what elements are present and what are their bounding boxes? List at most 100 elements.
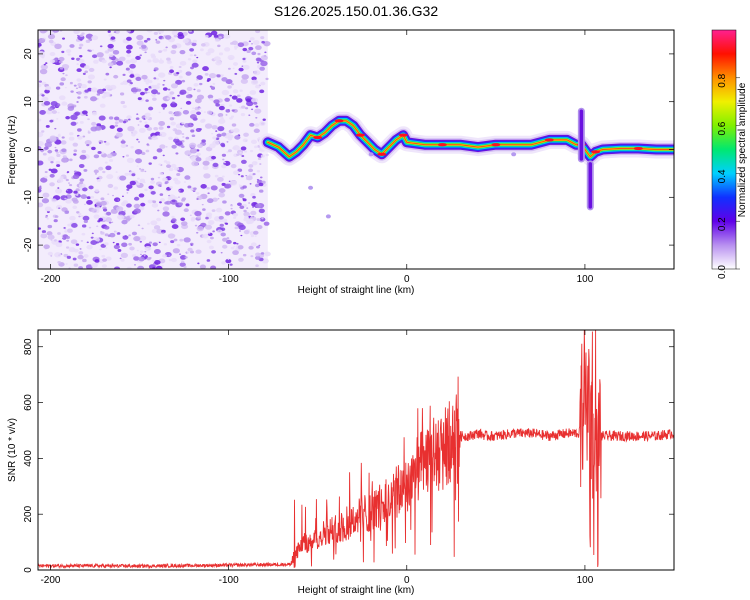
noise-speck <box>151 89 158 95</box>
noise-speck <box>180 255 187 260</box>
noise-speck <box>222 237 228 242</box>
noise-speck <box>104 84 112 90</box>
x-tick-label: 0 <box>404 274 410 285</box>
noise-speck <box>226 141 229 143</box>
noise-speck <box>101 59 107 64</box>
noise-speck <box>159 131 167 138</box>
noise-speck <box>258 208 265 214</box>
noise-speck <box>233 128 240 133</box>
noise-speck <box>105 256 112 261</box>
noise-speck <box>75 194 79 196</box>
noise-speck <box>245 107 249 110</box>
noise-speck <box>200 43 206 47</box>
noise-speck <box>236 242 239 245</box>
noise-speck <box>144 51 147 54</box>
noise-speck <box>253 101 258 105</box>
noise-speck <box>55 188 63 194</box>
noise-speck <box>133 92 137 95</box>
noise-speck <box>171 224 179 230</box>
noise-speck <box>47 149 53 154</box>
noise-speck <box>259 121 266 126</box>
noise-speck <box>217 44 221 48</box>
noise-speck <box>196 56 199 59</box>
noise-speck <box>153 77 157 80</box>
noise-speck <box>189 54 193 57</box>
spectrogram-y-axis: -20 -10 0 10 20 <box>23 48 674 252</box>
noise-speck <box>102 258 107 262</box>
noise-speck <box>109 232 116 238</box>
noise-speck <box>125 59 131 64</box>
noise-speck <box>75 87 79 90</box>
noise-speck <box>150 84 156 89</box>
noise-speck <box>113 151 116 153</box>
colorbar-tick-label: 0.8 <box>717 73 728 87</box>
noise-speck <box>193 187 197 190</box>
noise-speck <box>98 166 104 171</box>
noise-speck <box>248 46 254 51</box>
noise-speck <box>100 197 105 201</box>
noise-speck <box>242 59 247 63</box>
noise-speck <box>230 204 233 206</box>
y-tick-label: 800 <box>23 338 34 355</box>
noise-speck <box>252 172 256 176</box>
noise-speck <box>72 205 78 209</box>
noise-speck <box>205 212 213 217</box>
noise-speck <box>47 251 53 256</box>
noise-speck <box>138 193 145 198</box>
noise-speck <box>144 91 148 94</box>
noise-speck <box>135 158 142 164</box>
noise-speck <box>202 160 210 166</box>
noise-speck <box>57 111 60 114</box>
noise-speck <box>49 119 54 123</box>
noise-speck <box>65 263 68 265</box>
noise-speck <box>253 230 259 235</box>
noise-speck <box>219 223 224 227</box>
noise-speck <box>200 48 204 52</box>
noise-speck <box>233 241 237 245</box>
noise-speck <box>193 54 197 57</box>
noise-speck <box>185 136 190 140</box>
noise-speck <box>79 178 85 182</box>
noise-speck <box>167 196 173 201</box>
noise-speck <box>262 118 266 121</box>
noise-speck <box>212 162 219 168</box>
noise-speck <box>153 249 161 255</box>
noise-speck <box>131 133 136 137</box>
noise-speck <box>175 152 179 155</box>
noise-speck <box>215 130 218 132</box>
noise-speck <box>260 55 268 61</box>
noise-speck <box>120 100 126 105</box>
noise-speck <box>47 107 53 111</box>
noise-speck <box>140 202 146 207</box>
stray-dot <box>325 214 331 219</box>
noise-speck <box>192 107 195 110</box>
noise-speck <box>98 115 106 121</box>
noise-speck <box>83 95 88 99</box>
noise-speck <box>191 123 194 125</box>
noise-speck <box>39 109 46 115</box>
noise-speck <box>71 197 78 202</box>
noise-speck <box>137 97 142 101</box>
noise-speck <box>98 142 102 144</box>
noise-speck <box>96 123 102 127</box>
noise-speck <box>189 148 198 154</box>
noise-speck <box>155 137 159 140</box>
noise-speck <box>229 180 238 186</box>
noise-speck <box>161 37 165 40</box>
noise-speck <box>191 42 197 47</box>
noise-fill <box>38 30 268 269</box>
noise-speck <box>233 45 239 49</box>
noise-speck <box>249 37 255 41</box>
noise-speck <box>75 122 79 124</box>
noise-speck <box>78 86 82 89</box>
noise-speck <box>40 64 48 70</box>
noise-speck <box>145 99 149 102</box>
noise-speck <box>256 178 260 181</box>
noise-speck <box>91 121 97 126</box>
noise-speck <box>260 154 265 158</box>
noise-speck <box>134 149 143 155</box>
noise-speck <box>162 211 170 217</box>
noise-speck <box>221 77 228 82</box>
noise-speck <box>159 172 164 175</box>
noise-speck <box>170 49 177 55</box>
